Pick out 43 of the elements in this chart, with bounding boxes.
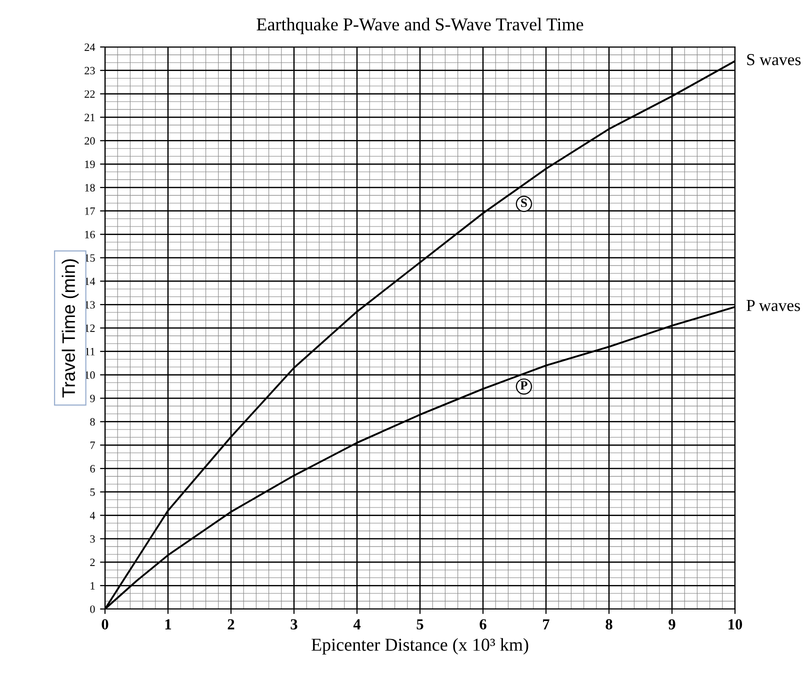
y-tick-label: 2 xyxy=(90,558,95,566)
x-tick-label: 10 xyxy=(728,619,742,630)
y-tick-label: 19 xyxy=(85,160,95,168)
series-label: P waves xyxy=(746,300,800,312)
x-tick-label: 5 xyxy=(416,619,424,630)
x-tick-label: 8 xyxy=(606,619,612,630)
y-tick-label: 22 xyxy=(84,90,95,98)
y-tick-label: 24 xyxy=(84,43,96,51)
y-tick-label: 20 xyxy=(84,137,95,145)
y-tick-label: 7 xyxy=(90,442,95,449)
x-axis-title: Epicenter Distance (x 10³ km) xyxy=(312,638,528,655)
y-tick-label: 14 xyxy=(85,278,96,286)
y-tick-label: 21 xyxy=(84,114,95,122)
y-tick-label: 5 xyxy=(90,488,95,496)
x-tick-label: 6 xyxy=(480,619,486,630)
x-tick-label: 0 xyxy=(102,619,108,630)
x-tick-label: 2 xyxy=(228,619,234,630)
y-tick-label: 18 xyxy=(85,184,95,192)
x-tick-label: 1 xyxy=(165,619,172,630)
y-tick-label: 9 xyxy=(90,394,95,402)
y-tick-label: 6 xyxy=(90,464,95,472)
y-tick-label: 1 xyxy=(90,582,95,590)
annotation: P xyxy=(520,381,528,390)
y-tick-label: 8 xyxy=(90,418,95,426)
x-tick-label: 3 xyxy=(290,619,298,630)
x-tick-label: 9 xyxy=(668,619,676,630)
y-tick-label: 16 xyxy=(85,230,95,238)
series-label: S waves xyxy=(747,54,801,66)
y-tick-label: 23 xyxy=(84,66,95,74)
y-tick-label: 11 xyxy=(86,348,95,356)
y-axis-title: Travel Time (min) xyxy=(62,259,79,398)
y-tick-label: 10 xyxy=(85,371,95,379)
y-tick-label: 0 xyxy=(90,605,95,613)
x-tick-label: 7 xyxy=(543,619,550,630)
y-tick-label: 4 xyxy=(90,512,96,520)
y-tick-label: 13 xyxy=(85,301,95,309)
y-tick-label: 12 xyxy=(85,324,95,332)
y-tick-label: 3 xyxy=(90,535,95,543)
x-tick-label: 4 xyxy=(353,619,361,630)
chart-title: Earthquake P-Wave and S-Wave Travel Time xyxy=(256,18,584,34)
annotation: S xyxy=(521,198,527,208)
y-tick-label: 17 xyxy=(85,207,95,215)
y-tick-label: 15 xyxy=(85,254,95,262)
